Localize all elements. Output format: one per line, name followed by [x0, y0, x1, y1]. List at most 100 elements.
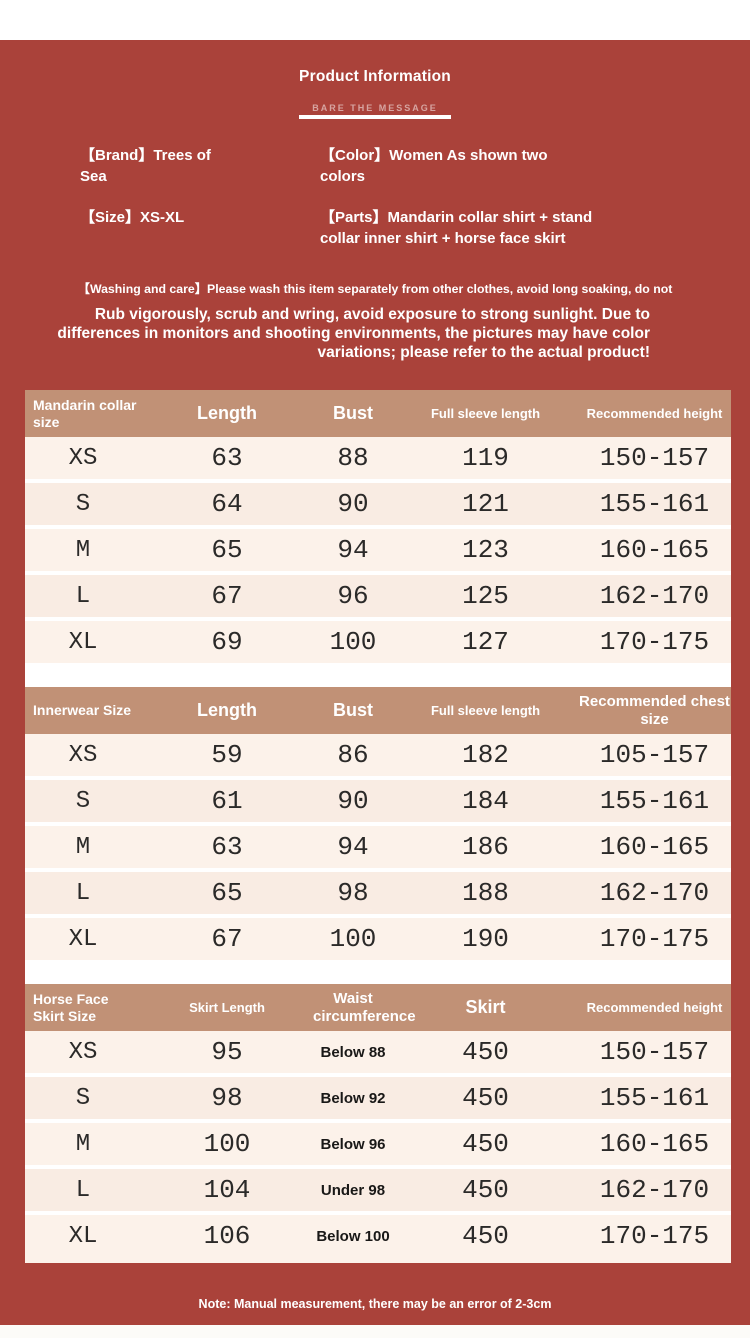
- table-row: M 63 94 186 160-165: [25, 826, 731, 868]
- top-white-strip: [0, 0, 750, 40]
- parts-info: 【Parts】Mandarin collar shirt + stand col…: [320, 209, 593, 247]
- table-cell: Below 88: [320, 1043, 386, 1061]
- table-cell: 88: [337, 443, 369, 473]
- table-cell: M: [75, 536, 91, 564]
- table-cell: S: [75, 490, 91, 518]
- table-row: S 64 90 121 155-161: [25, 483, 731, 525]
- table-cell: S: [75, 787, 91, 815]
- column-header: Recommended height: [586, 405, 723, 421]
- table-cell: 127: [462, 627, 509, 657]
- table-gap: [25, 960, 731, 984]
- column-header: Waist circumference: [313, 989, 416, 1025]
- table-cell: 190: [462, 924, 509, 954]
- column-header: Length: [197, 402, 257, 423]
- table-cell: 96: [337, 581, 369, 611]
- table-cell: 125: [462, 581, 509, 611]
- page-title: Product Information: [299, 68, 451, 85]
- column-header: Skirt Length: [189, 999, 265, 1015]
- table-cell: 155-161: [599, 786, 710, 816]
- table-cell: 150-157: [599, 1037, 710, 1067]
- table-cell: 106: [203, 1221, 251, 1251]
- table-row: XL 106 Below 100 450 170-175: [25, 1215, 731, 1257]
- table-cell: 104: [203, 1175, 251, 1205]
- table-cell: 69: [211, 627, 243, 657]
- color-info: 【Color】Women As shown two colors: [320, 147, 548, 185]
- washing-care-note: 【Washing and care】Please wash this item …: [77, 282, 673, 296]
- table-cell: 94: [337, 832, 369, 862]
- table-cell: 170-175: [599, 924, 710, 954]
- mandarin-collar-size-table: Mandarin collar size Length Bust Full sleev…: [25, 390, 731, 663]
- table-cell: 186: [462, 832, 509, 862]
- horse-face-skirt-size-table: Horse Face Skirt Size Skirt Length Waist c…: [25, 984, 731, 1263]
- table-row: S 98 Below 92 450 155-161: [25, 1077, 731, 1119]
- table-row: M 65 94 123 160-165: [25, 529, 731, 571]
- table-cell: XL: [68, 628, 98, 656]
- table-cell: 59: [211, 740, 243, 770]
- table-cell: 98: [337, 878, 369, 908]
- column-header: Skirt: [465, 996, 506, 1017]
- table-gap: [25, 663, 731, 687]
- table-body: XS 63 88 119 150-157 S 64 90 121 155-161 M 65 94 123 1…: [25, 437, 731, 663]
- table-cell: XS: [68, 741, 98, 769]
- hero-section: Product Information BARE THE MESSAGE 【Br…: [0, 40, 750, 390]
- column-header: Horse Face Skirt Size: [33, 990, 109, 1024]
- column-header: Bust: [333, 402, 373, 423]
- table-cell: 155-161: [599, 489, 710, 519]
- table-cell: 90: [337, 786, 369, 816]
- table-cell: 170-175: [599, 627, 710, 657]
- table-row: L 67 96 125 162-170: [25, 575, 731, 617]
- table-cell: 65: [211, 535, 243, 565]
- table-cell: 105-157: [599, 740, 710, 770]
- table-cell: XL: [68, 925, 98, 953]
- table-cell: 61: [211, 786, 243, 816]
- bottom-note-block: Note: Manual measurement, there may be a…: [0, 1263, 750, 1325]
- innerwear-size-table: Innerwear Size Length Bust Full sleeve leng…: [25, 687, 731, 960]
- table-body: XS 59 86 182 105-157 S 61 90 184 155-161 M 63 94 186 1…: [25, 734, 731, 960]
- bottom-white-strip: [0, 1325, 750, 1338]
- table-cell: 121: [462, 489, 509, 519]
- table-header-row: Mandarin collar size Length Bust Full sleev…: [25, 390, 731, 437]
- table-cell: 67: [211, 924, 243, 954]
- table-row: M 100 Below 96 450 160-165: [25, 1123, 731, 1165]
- table-cell: 64: [211, 489, 243, 519]
- table-cell: M: [75, 1130, 91, 1158]
- table-cell: 63: [211, 443, 243, 473]
- table-row: XS 59 86 182 105-157: [25, 734, 731, 776]
- table-cell: 98: [211, 1083, 243, 1113]
- table-cell: Below 92: [320, 1089, 386, 1107]
- table-cell: Below 96: [320, 1135, 386, 1153]
- table-row: XS 95 Below 88 450 150-157: [25, 1031, 731, 1073]
- table-cell: L: [75, 1176, 91, 1204]
- table-cell: M: [75, 833, 91, 861]
- table-header-row: Innerwear Size Length Bust Full sleeve leng…: [25, 687, 731, 734]
- table-cell: S: [75, 1084, 91, 1112]
- brand-info: 【Brand】Trees of Sea: [80, 147, 211, 185]
- measurement-note: Note: Manual measurement, there may be a…: [198, 1297, 552, 1311]
- table-row: XL 69 100 127 170-175: [25, 621, 731, 663]
- table-cell: L: [75, 582, 91, 610]
- table-cell: 150-157: [599, 443, 710, 473]
- table-cell: 162-170: [599, 581, 710, 611]
- tagline-underline: [299, 115, 451, 119]
- size-info: 【Size】XS-XL: [80, 209, 185, 226]
- table-row: L 104 Under 98 450 162-170: [25, 1169, 731, 1211]
- table-cell: 160-165: [599, 832, 710, 862]
- table-cell: 100: [329, 924, 377, 954]
- table-cell: 95: [211, 1037, 243, 1067]
- table-cell: 155-161: [599, 1083, 710, 1113]
- column-header: Mandarin collar size: [33, 396, 137, 430]
- tagline-text: BARE THE MESSAGE: [312, 103, 438, 113]
- table-cell: 119: [462, 443, 509, 473]
- table-bottom-pad: [25, 1257, 731, 1263]
- table-cell: 162-170: [599, 878, 710, 908]
- table-cell: 63: [211, 832, 243, 862]
- table-cell: L: [75, 879, 91, 907]
- column-header: Full sleeve length: [430, 702, 541, 718]
- table-cell: 182: [462, 740, 509, 770]
- column-header: Length: [197, 699, 257, 720]
- table-cell: 100: [203, 1129, 251, 1159]
- column-header: Recommended height: [586, 999, 723, 1015]
- table-row: S 61 90 184 155-161: [25, 780, 731, 822]
- table-cell: XL: [68, 1222, 98, 1250]
